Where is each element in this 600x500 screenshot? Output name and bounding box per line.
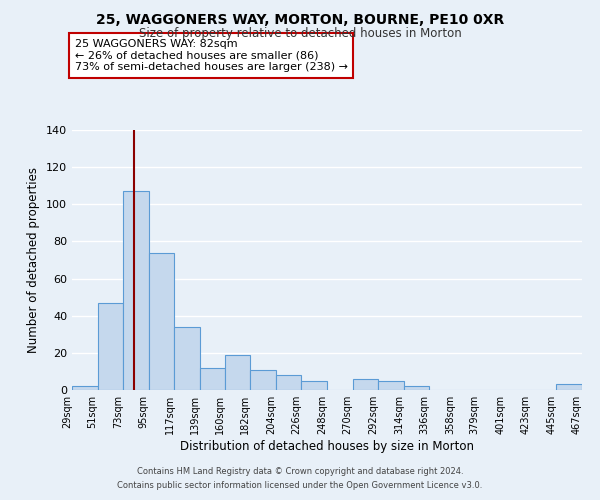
Bar — [200, 368, 224, 390]
Bar — [175, 327, 200, 390]
Text: 25, WAGGONERS WAY, MORTON, BOURNE, PE10 0XR: 25, WAGGONERS WAY, MORTON, BOURNE, PE10 … — [96, 12, 504, 26]
Bar — [123, 192, 149, 390]
Bar — [404, 386, 430, 390]
Text: 25 WAGGONERS WAY: 82sqm
← 26% of detached houses are smaller (86)
73% of semi-de: 25 WAGGONERS WAY: 82sqm ← 26% of detache… — [74, 39, 347, 72]
Bar — [72, 386, 98, 390]
Bar — [353, 379, 378, 390]
Bar — [378, 380, 404, 390]
X-axis label: Distribution of detached houses by size in Morton: Distribution of detached houses by size … — [180, 440, 474, 453]
Bar — [301, 380, 327, 390]
Bar — [98, 302, 123, 390]
Bar — [276, 375, 301, 390]
Text: Size of property relative to detached houses in Morton: Size of property relative to detached ho… — [139, 28, 461, 40]
Text: Contains HM Land Registry data © Crown copyright and database right 2024.: Contains HM Land Registry data © Crown c… — [137, 467, 463, 476]
Bar — [250, 370, 276, 390]
Bar — [149, 252, 175, 390]
Bar — [556, 384, 582, 390]
Bar — [224, 354, 250, 390]
Text: Contains public sector information licensed under the Open Government Licence v3: Contains public sector information licen… — [118, 481, 482, 490]
Y-axis label: Number of detached properties: Number of detached properties — [28, 167, 40, 353]
